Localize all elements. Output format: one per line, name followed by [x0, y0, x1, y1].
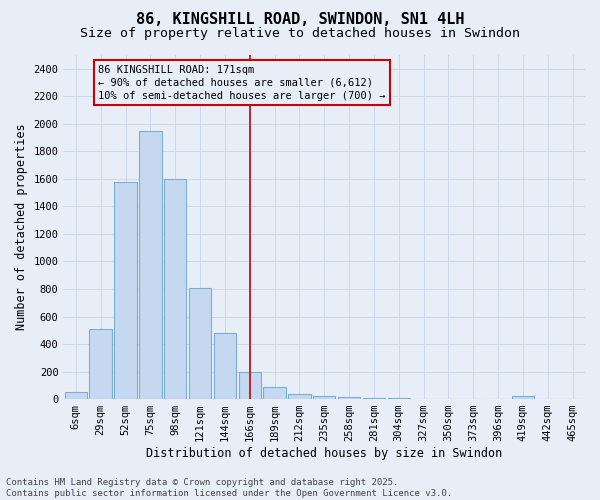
Text: 86 KINGSHILL ROAD: 171sqm
← 90% of detached houses are smaller (6,612)
10% of se: 86 KINGSHILL ROAD: 171sqm ← 90% of detac…	[98, 64, 386, 101]
Text: 86, KINGSHILL ROAD, SWINDON, SN1 4LH: 86, KINGSHILL ROAD, SWINDON, SN1 4LH	[136, 12, 464, 28]
Text: Size of property relative to detached houses in Swindon: Size of property relative to detached ho…	[80, 28, 520, 40]
Bar	[139, 130, 161, 399]
Y-axis label: Number of detached properties: Number of detached properties	[15, 124, 28, 330]
Bar	[288, 394, 311, 399]
Bar	[263, 386, 286, 399]
Bar	[65, 392, 87, 399]
X-axis label: Distribution of detached houses by size in Swindon: Distribution of detached houses by size …	[146, 447, 502, 460]
Text: Contains HM Land Registry data © Crown copyright and database right 2025.
Contai: Contains HM Land Registry data © Crown c…	[6, 478, 452, 498]
Bar	[313, 396, 335, 399]
Bar	[239, 372, 261, 399]
Bar	[363, 398, 385, 399]
Bar	[214, 333, 236, 399]
Bar	[338, 397, 360, 399]
Bar	[164, 179, 187, 399]
Bar	[388, 398, 410, 399]
Bar	[189, 288, 211, 399]
Bar	[115, 182, 137, 399]
Bar	[512, 396, 534, 399]
Bar	[89, 329, 112, 399]
